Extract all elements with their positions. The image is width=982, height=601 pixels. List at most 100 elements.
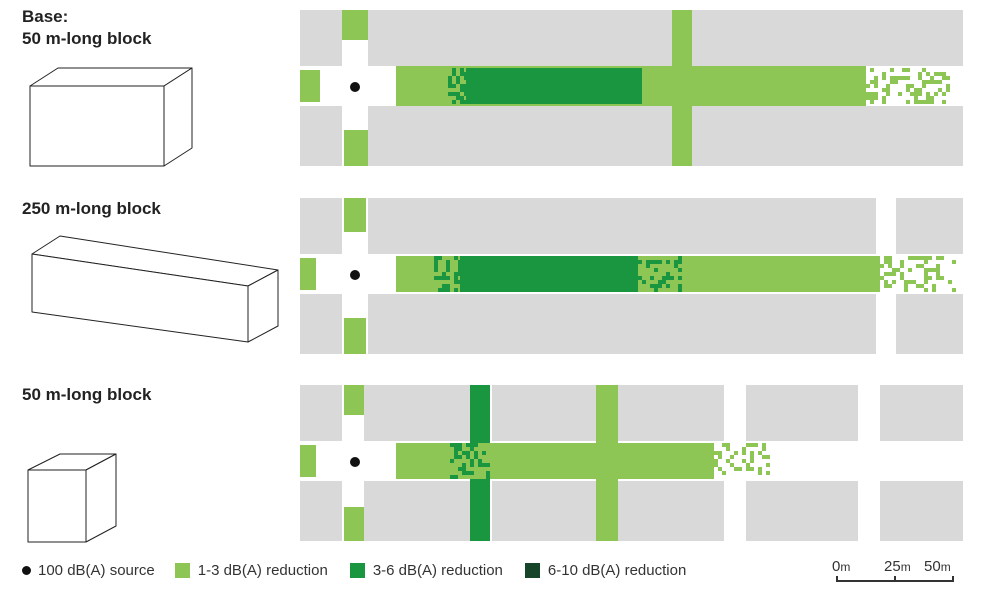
noise-speckle [726,447,730,451]
noise-speckle [442,288,446,292]
noise-speckle [462,467,466,471]
row1-label: Base: 50 m-long block [22,6,151,50]
noise-speckle [892,268,896,272]
noise-speckle [650,76,654,80]
scale-bar: 0m 25m 50m [832,556,962,586]
noise-speckle [874,76,878,80]
noise-speckle [900,260,904,264]
noise-speckle [438,276,442,280]
noise-speckle [884,280,888,284]
scale-tick-mark-25 [894,576,896,582]
noise-speckle [934,92,938,96]
noise-speckle [734,451,738,455]
noise-speckle [458,260,462,264]
noise-speckle [914,96,918,100]
noise-speckle [678,284,682,288]
noise-speckle [438,288,442,292]
noise-speckle [678,256,682,260]
noise-speckle [942,76,946,80]
reduction-zone [396,443,714,479]
noise-speckle [670,276,674,280]
noise-speckle [454,475,458,479]
noise-speckle [646,260,650,264]
noise-speckle [942,72,946,76]
noise-speckle [650,68,654,72]
noise-speckle [754,443,758,447]
legend-reduction-1-3: 1-3 dB(A) reduction [174,562,328,579]
reduction-zone [300,70,320,102]
noise-speckle [898,92,902,96]
noise-speckle [452,84,456,88]
noise-speckle [730,455,734,459]
noise-speckle [464,92,468,96]
noise-speckle [930,100,934,104]
scale-tick-25: 25 [884,558,901,575]
noise-speckle [930,76,934,80]
noise-speckle [936,264,940,268]
noise-speckle [922,84,926,88]
noise-speckle [446,264,450,268]
noise-speckle [910,92,914,96]
noise-speckle [474,451,478,455]
noise-speckle [750,467,754,471]
noise-speckle [434,260,438,264]
noise-speckle [478,459,482,463]
noise-speckle [638,260,642,264]
noise-speckle [448,92,452,96]
scale-tick-0: 0 [832,558,841,575]
noise-speckle [936,256,940,260]
noise-speckle [746,443,750,447]
noise-speckle [678,288,682,292]
noise-speckle [718,451,722,455]
noise-speckle [924,288,928,292]
noise-speckle [654,268,658,272]
noise-speckle [888,284,892,288]
noise-speckle [658,280,662,284]
noise-speckle [460,100,464,104]
noise-speckle [758,467,762,471]
noise-speckle [942,100,946,104]
legend: 100 dB(A) source 1-3 dB(A) reduction 3-6… [22,558,708,582]
noise-speckle [448,80,452,84]
noise-speckle [470,459,474,463]
noise-speckle [478,463,482,467]
legend-reduction-3-6: 3-6 dB(A) reduction [349,562,503,579]
row1-label-line2: 50 m-long block [22,29,152,48]
noise-speckle [460,84,464,88]
noise-speckle [750,459,754,463]
noise-speckle [460,68,464,72]
noise-speckle [738,467,742,471]
noise-speckle [902,76,906,80]
noise-speckle [434,268,438,272]
row2-label: 250 m-long block [22,198,161,220]
noise-speckle [742,459,746,463]
noise-speckle [654,76,658,80]
source-dot-icon [22,565,31,575]
noise-speckle [456,96,460,100]
noise-speckle [880,276,884,280]
noise-speckle [922,100,926,104]
noise-speckle [654,284,658,288]
noise-speckle [746,467,750,471]
noise-speckle [666,272,670,276]
row2-label-line1: 250 m-long block [22,199,161,218]
noise-speckle [914,100,918,104]
noise-speckle [880,264,884,268]
noise-speckle [924,268,928,272]
noise-speckle [438,256,442,260]
reduction-zone [344,198,366,232]
noise-speckle [658,80,662,84]
noise-speckle [666,276,670,280]
noise-speckle [442,272,446,276]
noise-speckle [942,92,946,96]
noise-speckle [870,92,874,96]
noise-speckle [454,256,458,260]
noise-speckle [442,284,446,288]
noise-speckle [952,288,956,292]
noise-speckle [442,276,446,280]
reduction-zone [342,10,368,40]
noise-speckle [434,264,438,268]
noise-speckle [750,443,754,447]
noise-speckle [890,68,894,72]
noise-speckle [920,264,924,268]
